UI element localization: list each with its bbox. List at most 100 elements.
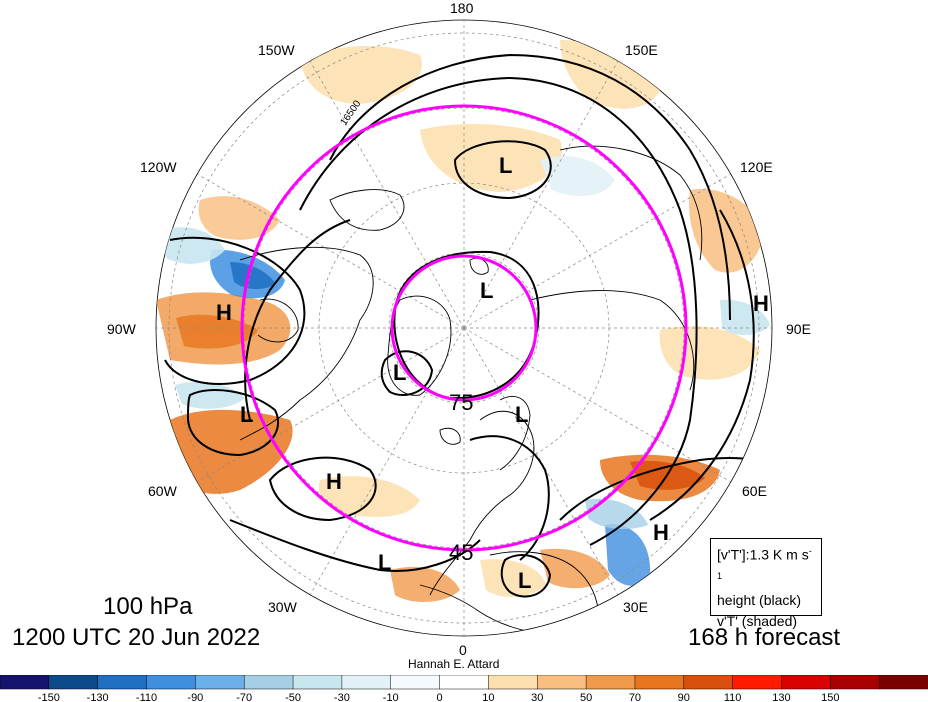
high-center-label: H xyxy=(653,520,669,545)
shading-positive-atlantic xyxy=(318,476,420,517)
lon-label-180: 180 xyxy=(450,0,474,16)
colorbar-swatch xyxy=(146,675,197,690)
lon-label-90e: 90E xyxy=(786,321,811,337)
shading-positive-60w xyxy=(168,409,293,494)
colorbar-tick-label: -50 xyxy=(285,692,301,702)
legend-shading: v'T' (shaded) xyxy=(717,613,798,630)
low-center-label: L xyxy=(480,278,493,303)
ring-label-45: 45 xyxy=(449,540,473,565)
legend-box: [v'T']:1.3 K m s-1 height (black) v'T' (… xyxy=(710,538,822,629)
shading-positive-pole xyxy=(420,124,562,192)
colorbar-tick-label: -90 xyxy=(187,692,203,702)
colorbar-tick-label: 50 xyxy=(580,692,592,702)
ring-label-75: 75 xyxy=(449,390,473,415)
high-center-label: H xyxy=(753,291,769,316)
colorbar-swatch xyxy=(585,675,636,690)
coast-africa xyxy=(419,584,541,635)
colorbar-tick-label: -150 xyxy=(38,692,60,702)
contour-mid-atlantic xyxy=(229,519,481,572)
shading-positive-120w xyxy=(198,196,280,240)
lon-label-150w: 150W xyxy=(258,42,295,58)
contour-outer-nw xyxy=(329,53,731,321)
colorbar-tick-label: 90 xyxy=(678,692,690,702)
shading-negative-30e xyxy=(605,524,651,586)
colorbar-swatches xyxy=(0,675,928,690)
high-center-label: H xyxy=(216,300,232,325)
lon-label-120e: 120E xyxy=(740,159,773,175)
coast-north-america xyxy=(239,246,374,441)
colorbar-tick-label: 130 xyxy=(772,692,790,702)
colorbar-swatch xyxy=(878,675,928,690)
lon-label-120w: 120W xyxy=(140,159,177,175)
colorbar-swatch xyxy=(390,675,441,690)
contour-low-l1 xyxy=(453,140,552,200)
low-center-label: L xyxy=(378,550,391,575)
low-center-label: L xyxy=(499,153,512,178)
colorbar-swatch xyxy=(97,675,148,690)
contour-west-loop xyxy=(164,236,306,385)
colorbar-swatch xyxy=(48,675,99,690)
lon-label-30e: 30E xyxy=(623,599,648,615)
shading-negative-90e xyxy=(720,299,770,336)
contour-east xyxy=(649,209,755,521)
magenta-rings xyxy=(240,104,688,552)
colorbar: -150 -130 -110 -90 -70 -50 -30 -10 0 10 30 50 70 90 11… xyxy=(0,675,928,702)
shading-positive-120e xyxy=(689,189,765,273)
valid-time: 1200 UTC 20 Jun 2022 xyxy=(12,624,261,651)
coast-greenland xyxy=(387,295,452,396)
contour-high-h3 xyxy=(268,456,377,522)
colorbar-ticks: -150 -130 -110 -90 -70 -50 -30 -10 0 10 30 50 70 90 11… xyxy=(38,692,840,702)
shading-negative-90w-core xyxy=(230,262,276,290)
ring-75n xyxy=(390,254,538,402)
colorbar-swatch xyxy=(488,675,539,690)
colorbar-swatch xyxy=(683,675,734,690)
lon-label-60e: 60E xyxy=(742,483,767,499)
colorbar-swatch xyxy=(781,675,832,690)
colorbar-swatch xyxy=(341,675,392,690)
colorbar-tick-label: -10 xyxy=(383,692,399,702)
colorbar-tick-label: 70 xyxy=(629,692,641,702)
coast-east-asia xyxy=(559,145,703,261)
colorbar-swatch xyxy=(0,675,50,690)
colorbar-tick-label: 30 xyxy=(531,692,543,702)
colorbar-tick-label: 110 xyxy=(724,692,742,702)
author-credit: Hannah E. Attard xyxy=(408,657,500,671)
colorbar-tick-label: 10 xyxy=(482,692,494,702)
graticule xyxy=(156,20,772,636)
colorbar-tick-label: -70 xyxy=(236,692,252,702)
contour-low-l6 xyxy=(186,389,280,457)
shading-negative-120w xyxy=(160,227,225,264)
lon-label-60w: 60W xyxy=(148,483,178,499)
legend-scale: [v'T']:1.3 K m s-1 xyxy=(717,541,815,590)
shading-negative-30e-light xyxy=(585,498,648,530)
shading-layer xyxy=(156,40,770,602)
coast-mediterranean xyxy=(489,551,599,621)
lon-label-30w: 30W xyxy=(268,599,298,615)
colorbar-swatch xyxy=(243,675,294,690)
lon-label-0: 0 xyxy=(459,642,467,658)
colorbar-swatch xyxy=(292,675,343,690)
colorbar-swatch xyxy=(537,675,587,690)
contour-outer-west xyxy=(244,219,351,421)
shading-negative-asia xyxy=(540,156,615,196)
legend-scale-text: [v'T']:1.3 K m s xyxy=(717,546,809,563)
low-center-label: L xyxy=(240,402,253,427)
legend-height: height (black) xyxy=(717,592,802,609)
colorbar-tick-label: -130 xyxy=(87,692,109,702)
coast-iceland xyxy=(439,427,461,445)
colorbar-tick-label: -110 xyxy=(136,692,157,702)
shading-negative-70w xyxy=(175,381,245,409)
shading-positive-150w xyxy=(300,45,422,104)
coast-siberia xyxy=(529,290,695,391)
ring-45n xyxy=(240,104,688,552)
coast-hudson xyxy=(257,298,299,343)
low-center-label: L xyxy=(515,402,528,427)
colorbar-tick-label: 0 xyxy=(437,692,443,702)
colorbar-swatch xyxy=(439,675,490,690)
coast-alaska xyxy=(329,189,405,231)
coast-scandinavia xyxy=(499,396,531,471)
low-center-label: L xyxy=(518,568,531,593)
colorbar-swatch xyxy=(195,675,245,690)
colorbar-swatch xyxy=(634,675,685,690)
